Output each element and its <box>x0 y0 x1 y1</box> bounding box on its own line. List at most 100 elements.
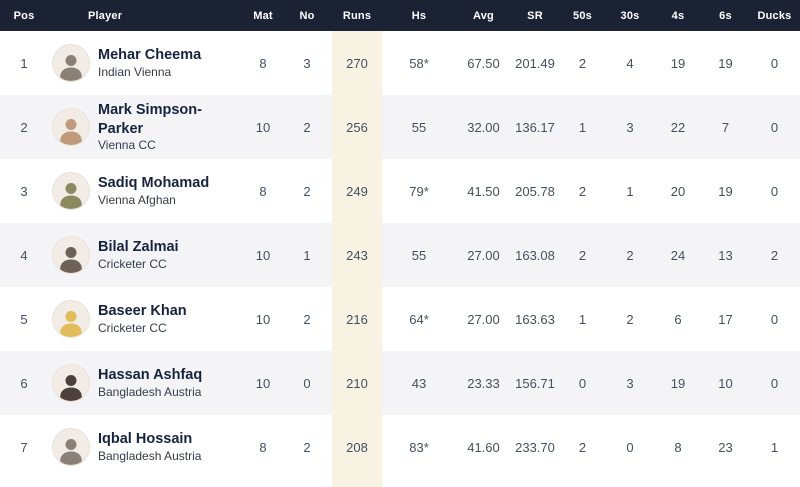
cell-6s: 7 <box>721 119 730 135</box>
player-text: Mark Simpson-Parker Vienna CC <box>98 101 244 152</box>
player-name: Bilal Zalmai <box>98 239 179 256</box>
cell-pos: 2 <box>20 119 28 135</box>
cell-sr: 156.71 <box>515 375 555 391</box>
cell-ducks: 0 <box>770 55 779 71</box>
player-name: Mark Simpson-Parker <box>98 102 202 137</box>
player-avatar <box>52 300 90 338</box>
cell-avg: 27.00 <box>467 247 500 263</box>
header-mat: Mat <box>253 9 273 22</box>
cell-30s: 2 <box>626 247 634 263</box>
cell-50s: 1 <box>578 119 587 135</box>
player-name: Iqbal Hossain <box>98 431 193 448</box>
cell-ducks: 0 <box>770 375 779 391</box>
cell-runs: 243 <box>346 247 368 263</box>
table-row: 3 Sadiq Mohamad Vienna Afghan 8 2 249 79… <box>0 159 800 223</box>
cell-mat: 8 <box>259 183 267 199</box>
cell-hs: 55 <box>411 247 427 263</box>
cell-no: 2 <box>303 119 311 135</box>
cell-ducks: 0 <box>770 119 779 135</box>
cell-50s: 2 <box>578 439 587 455</box>
cell-pos: 3 <box>20 183 28 199</box>
cell-30s: 3 <box>626 119 634 135</box>
cell-pos: 5 <box>20 311 28 327</box>
header-6s: 6s <box>719 9 732 22</box>
cell-no: 0 <box>303 375 311 391</box>
player-team: Bangladesh Austria <box>98 448 202 463</box>
cell-player: Sadiq Mohamad Vienna Afghan <box>48 172 244 210</box>
cell-runs: 210 <box>346 375 368 391</box>
cell-50s: 2 <box>578 55 587 71</box>
cell-no: 2 <box>303 183 311 199</box>
header-30s: 30s <box>620 9 640 22</box>
player-team: Cricketer CC <box>98 320 167 335</box>
player-team: Vienna CC <box>98 137 156 152</box>
cell-player: Iqbal Hossain Bangladesh Austria <box>48 428 244 466</box>
cell-50s: 2 <box>578 247 587 263</box>
cell-4s: 20 <box>670 183 686 199</box>
player-text: Mehar Cheema Indian Vienna <box>98 46 201 79</box>
cell-ducks: 0 <box>770 183 779 199</box>
cell-30s: 2 <box>626 311 634 327</box>
header-no: No <box>299 9 315 22</box>
cell-50s: 1 <box>578 311 587 327</box>
cell-runs: 249 <box>346 183 368 199</box>
header-runs: Runs <box>342 9 372 22</box>
cell-ducks: 0 <box>770 311 779 327</box>
cell-mat: 8 <box>259 55 267 71</box>
cell-sr: 205.78 <box>515 183 555 199</box>
cell-no: 2 <box>303 439 311 455</box>
cell-mat: 10 <box>255 119 271 135</box>
cell-player: Bilal Zalmai Cricketer CC <box>48 236 244 274</box>
header-avg: Avg <box>473 9 494 22</box>
cell-sr: 163.08 <box>515 247 555 263</box>
cell-mat: 10 <box>255 375 271 391</box>
player-name: Baseer Khan <box>98 303 187 320</box>
player-name: Sadiq Mohamad <box>98 175 210 192</box>
table-row: 1 Mehar Cheema Indian Vienna 8 3 270 58*… <box>0 31 800 95</box>
person-icon <box>60 439 82 465</box>
cell-mat: 10 <box>255 247 271 263</box>
cell-no: 2 <box>303 311 311 327</box>
person-icon <box>60 119 82 145</box>
cell-hs: 83* <box>409 439 429 455</box>
cell-avg: 41.50 <box>467 183 500 199</box>
player-name: Hassan Ashfaq <box>98 367 203 384</box>
cell-pos: 4 <box>20 247 28 263</box>
header-sr: SR <box>527 9 543 22</box>
cell-sr: 136.17 <box>515 119 555 135</box>
cell-runs: 208 <box>346 439 368 455</box>
header-ducks: Ducks <box>757 9 792 22</box>
header-hs: Hs <box>411 9 427 22</box>
cell-4s: 6 <box>674 311 682 327</box>
table-row: 4 Bilal Zalmai Cricketer CC 10 1 243 55 … <box>0 223 800 287</box>
cell-no: 3 <box>303 55 311 71</box>
player-avatar <box>52 44 90 82</box>
person-icon <box>60 375 82 401</box>
cell-pos: 7 <box>20 439 28 455</box>
cell-pos: 6 <box>20 375 28 391</box>
header-50s: 50s <box>573 9 592 22</box>
player-avatar <box>52 428 90 466</box>
cell-50s: 2 <box>578 183 587 199</box>
person-icon <box>60 183 82 209</box>
cell-30s: 3 <box>626 375 634 391</box>
header-player: Player <box>88 9 123 22</box>
cell-sr: 163.63 <box>515 311 555 327</box>
cell-hs: 43 <box>411 375 427 391</box>
cell-ducks: 2 <box>770 247 779 263</box>
cell-player: Hassan Ashfaq Bangladesh Austria <box>48 364 244 402</box>
cell-avg: 27.00 <box>467 311 500 327</box>
cell-6s: 19 <box>718 55 733 71</box>
cell-player: Baseer Khan Cricketer CC <box>48 300 244 338</box>
cell-6s: 10 <box>718 375 733 391</box>
cell-runs: 270 <box>346 55 368 71</box>
cell-hs: 79* <box>409 183 429 199</box>
player-team: Bangladesh Austria <box>98 384 202 399</box>
cell-6s: 19 <box>718 183 733 199</box>
cell-6s: 17 <box>718 311 733 327</box>
cell-6s: 13 <box>718 247 733 263</box>
cell-4s: 24 <box>670 247 686 263</box>
cell-ducks: 1 <box>770 439 779 455</box>
table-header-row: Pos Player Mat No Runs Hs Avg SR 50s 30s… <box>0 0 800 31</box>
